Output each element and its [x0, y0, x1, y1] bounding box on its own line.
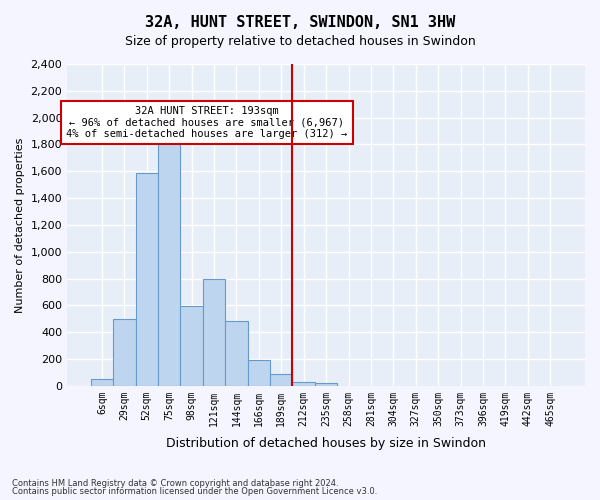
Bar	[270, 374, 292, 386]
Bar	[248, 360, 270, 386]
Bar	[91, 379, 113, 386]
Text: Contains HM Land Registry data © Crown copyright and database right 2024.: Contains HM Land Registry data © Crown c…	[12, 478, 338, 488]
X-axis label: Distribution of detached houses by size in Swindon: Distribution of detached houses by size …	[166, 437, 486, 450]
Bar	[292, 382, 315, 386]
Bar	[113, 318, 136, 386]
Bar	[136, 172, 158, 386]
Bar	[181, 306, 203, 386]
Bar	[158, 124, 181, 386]
Text: Contains public sector information licensed under the Open Government Licence v3: Contains public sector information licen…	[12, 487, 377, 496]
Bar	[315, 383, 337, 386]
Y-axis label: Number of detached properties: Number of detached properties	[15, 137, 25, 312]
Bar	[225, 322, 248, 386]
Text: 32A, HUNT STREET, SWINDON, SN1 3HW: 32A, HUNT STREET, SWINDON, SN1 3HW	[145, 15, 455, 30]
Text: 32A HUNT STREET: 193sqm
← 96% of detached houses are smaller (6,967)
4% of semi-: 32A HUNT STREET: 193sqm ← 96% of detache…	[67, 106, 347, 139]
Bar	[203, 278, 225, 386]
Text: Size of property relative to detached houses in Swindon: Size of property relative to detached ho…	[125, 35, 475, 48]
